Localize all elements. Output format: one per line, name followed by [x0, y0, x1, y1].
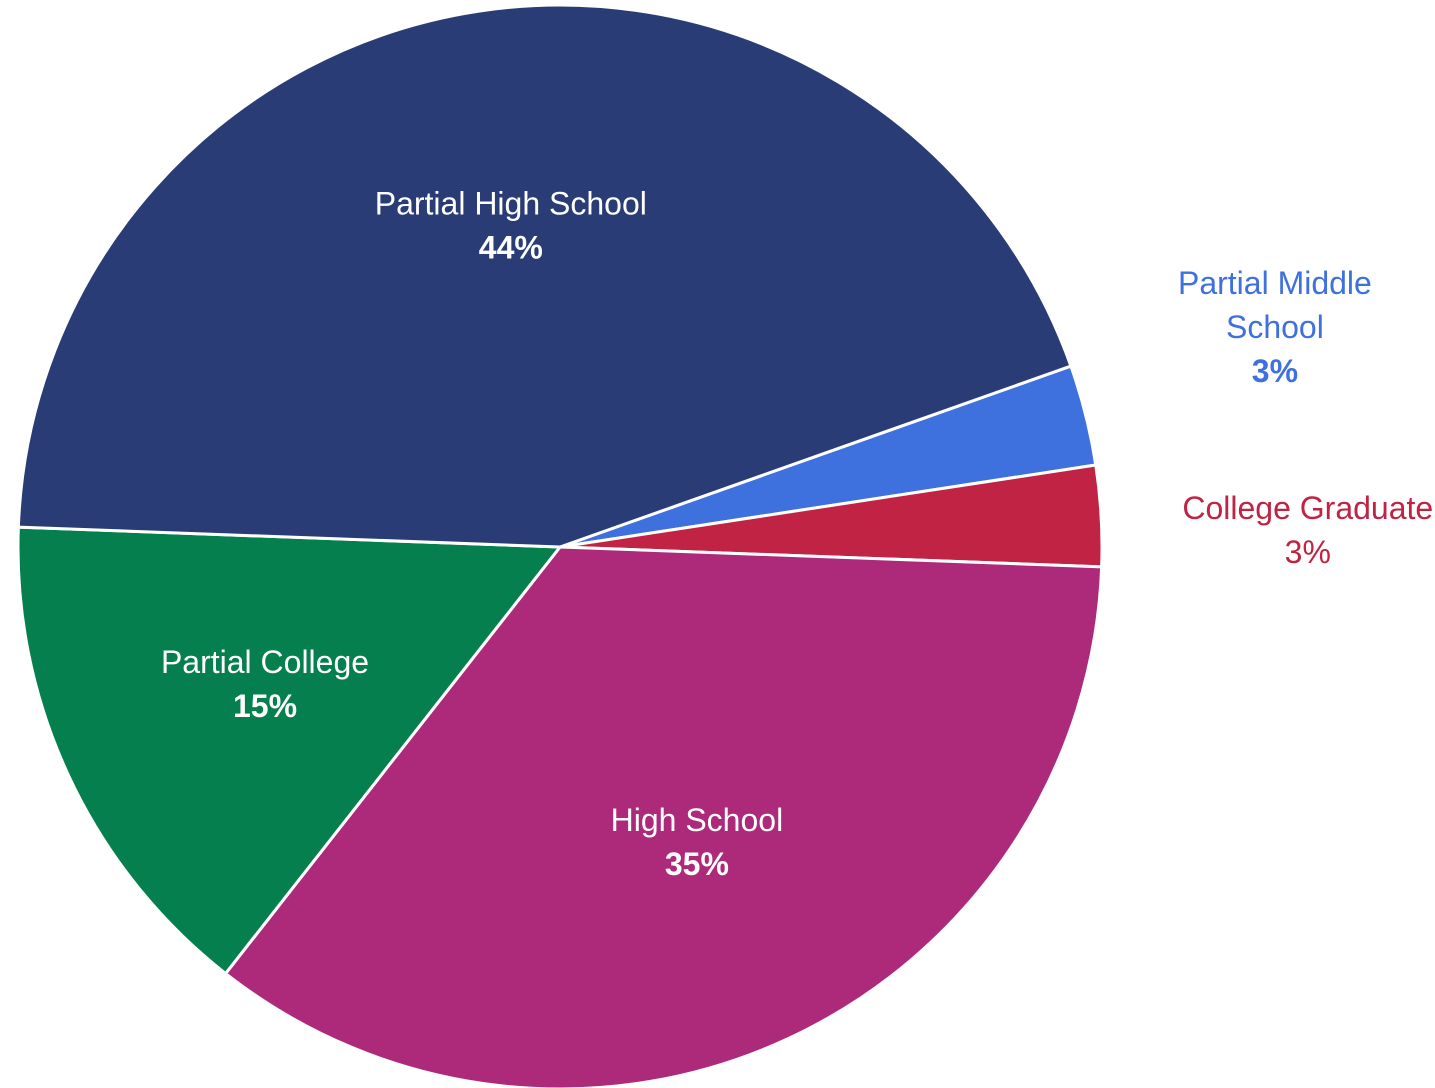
slice-name-label: Partial Middle [1178, 265, 1372, 301]
slice-percent-label: 44% [479, 230, 543, 266]
label-partial-high-school: Partial High School 44% [375, 186, 647, 266]
slice-percent-label: 3% [1252, 353, 1298, 389]
label-college-graduate: College Graduate 3% [1182, 490, 1433, 570]
pie-slices [16, 3, 1104, 1088]
slice-percent-label: 35% [665, 846, 729, 882]
slice-partial-high-school [16, 3, 1073, 549]
slice-high-school [224, 545, 1104, 1088]
label-partial-middle-school: Partial Middle School 3% [1178, 265, 1372, 389]
slice-name-label: School [1226, 309, 1324, 345]
slice-name-label: Partial College [161, 644, 369, 680]
slice-partial-college [16, 525, 562, 976]
pie-labels: Partial Middle School 3% College Graduate 3%… [161, 186, 1433, 883]
slice-name-label: College Graduate [1182, 490, 1433, 526]
slice-name-label: High School [611, 802, 784, 838]
slice-percent-label: 15% [233, 688, 297, 724]
label-partial-college: Partial College 15% [161, 644, 369, 724]
slice-percent-label: 3% [1285, 534, 1331, 570]
label-high-school: High School 35% [611, 802, 784, 882]
slice-name-label: Partial High School [375, 186, 647, 222]
